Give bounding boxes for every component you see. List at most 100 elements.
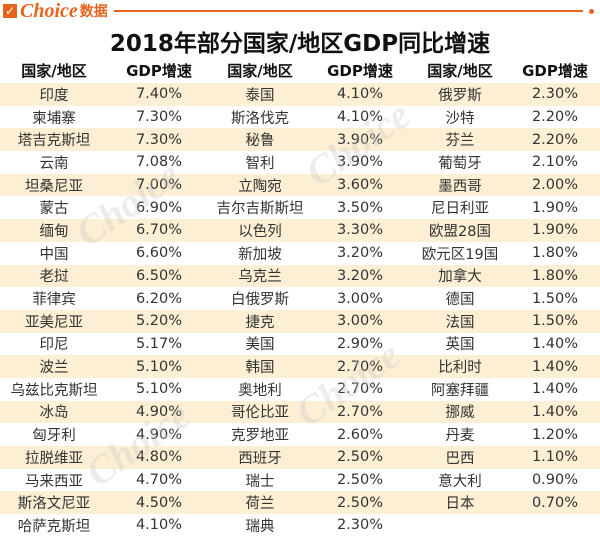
region-cell: 柬埔寨 bbox=[32, 110, 76, 127]
region-cell: 比利时 bbox=[410, 355, 510, 378]
gdp-growth-cell bbox=[510, 514, 600, 537]
region-cell: 挪威 bbox=[410, 400, 510, 424]
gdp-growth-cell: 2.70% bbox=[310, 400, 410, 424]
region-cell: 印尼 bbox=[39, 337, 69, 354]
table-row: 波兰 5.10% 韩国 2.70% 比利时 1.40% bbox=[0, 355, 600, 378]
gdp-growth-cell: 6.20% bbox=[135, 290, 183, 307]
gdp-growth-cell: 4.90% bbox=[135, 426, 183, 443]
region-cell: 秘鲁 bbox=[210, 128, 310, 152]
gdp-growth-cell: 3.50% bbox=[336, 199, 384, 216]
gdp-growth-cell: 2.20% bbox=[510, 128, 600, 152]
region-cell: 德国 bbox=[445, 292, 475, 309]
region-cell: 乌克兰 bbox=[210, 264, 310, 288]
region-cell: 智利 bbox=[245, 155, 275, 172]
gdp-growth-cell: 6.50% bbox=[108, 264, 210, 288]
region-cell: 马来西亚 bbox=[25, 473, 83, 490]
region-cell: 泰国 bbox=[210, 83, 310, 106]
gdp-growth-cell: 2.10% bbox=[531, 154, 579, 171]
gdp-table: 国家/地区 GDP增速 国家/地区 GDP增速 国家/地区 GDP增速 印度 7.40% 泰国… bbox=[0, 58, 600, 537]
gdp-growth-cell: 7.30% bbox=[108, 128, 210, 152]
region-cell: 芬兰 bbox=[410, 128, 510, 152]
header-row: 国家/地区 GDP增速 国家/地区 GDP增速 国家/地区 GDP增速 bbox=[0, 58, 600, 83]
region-cell: 吉尔吉斯斯坦 bbox=[216, 201, 304, 218]
gdp-growth-cell: 1.40% bbox=[531, 335, 579, 352]
table-row: 乌兹比克斯坦 5.10% 奥地利 2.70% 阿塞拜疆 1.40% bbox=[0, 378, 600, 401]
gdp-growth-cell: 1.50% bbox=[531, 290, 579, 307]
region-cell: 以色列 bbox=[210, 219, 310, 242]
gdp-growth-cell: 5.10% bbox=[135, 381, 183, 398]
gdp-growth-cell: 1.90% bbox=[531, 199, 579, 216]
region-cell: 丹麦 bbox=[445, 428, 475, 445]
region-cell: 波兰 bbox=[0, 355, 108, 378]
gdp-growth-cell: 0.70% bbox=[510, 491, 600, 515]
region-cell: 乌兹比克斯坦 bbox=[10, 382, 98, 399]
gdp-growth-cell: 6.60% bbox=[135, 245, 183, 262]
divider-dot bbox=[589, 8, 594, 14]
table-row: 马来西亚 4.70% 瑞士 2.50% 意大利 0.90% bbox=[0, 469, 600, 492]
gdp-growth-cell: 1.40% bbox=[531, 381, 579, 398]
gdp-growth-cell: 2.00% bbox=[510, 173, 600, 197]
region-cell: 墨西哥 bbox=[410, 173, 510, 197]
gdp-growth-cell: 1.40% bbox=[510, 400, 600, 424]
table-row: 拉脱维亚 4.80% 西班牙 2.50% 巴西 1.10% bbox=[0, 446, 600, 469]
gdp-growth-cell: 0.90% bbox=[531, 472, 579, 489]
region-cell: 哈萨克斯坦 bbox=[17, 518, 91, 535]
gdp-growth-cell: 3.20% bbox=[310, 264, 410, 288]
region-cell: 新加坡 bbox=[238, 246, 282, 263]
region-cell: 俄罗斯 bbox=[410, 83, 510, 106]
gdp-growth-cell: 1.40% bbox=[510, 355, 600, 378]
column-header-gdp-growth: GDP增速 bbox=[126, 62, 192, 80]
region-cell: 云南 bbox=[39, 155, 69, 172]
region-cell: 欧盟28国 bbox=[410, 219, 510, 242]
region-cell: 斯洛文尼亚 bbox=[0, 491, 108, 515]
region-cell: 匈牙利 bbox=[32, 428, 76, 445]
table-row: 匈牙利 4.90% 克罗地亚 2.60% 丹麦 1.20% bbox=[0, 423, 600, 446]
gdp-growth-cell: 4.10% bbox=[336, 109, 384, 126]
region-cell: 韩国 bbox=[210, 355, 310, 378]
region-cell: 塔吉克斯坦 bbox=[0, 128, 108, 152]
region-cell: 瑞典 bbox=[245, 518, 275, 535]
gdp-growth-cell: 3.20% bbox=[336, 245, 384, 262]
gdp-growth-cell: 1.80% bbox=[510, 264, 600, 288]
region-cell: 西班牙 bbox=[210, 446, 310, 469]
gdp-growth-cell: 2.50% bbox=[310, 491, 410, 515]
gdp-growth-cell: 2.70% bbox=[310, 355, 410, 378]
region-cell: 美国 bbox=[245, 337, 275, 354]
region-cell: 尼日利亚 bbox=[431, 201, 489, 218]
gdp-growth-cell: 1.80% bbox=[531, 245, 579, 262]
gdp-growth-cell: 2.50% bbox=[336, 472, 384, 489]
table-row: 亚美尼亚 5.20% 捷克 3.00% 法国 1.50% bbox=[0, 309, 600, 333]
gdp-growth-cell: 3.90% bbox=[336, 154, 384, 171]
gdp-growth-cell: 4.10% bbox=[310, 83, 410, 106]
logo-brand: Choice bbox=[20, 0, 78, 22]
region-cell: 立陶宛 bbox=[210, 173, 310, 197]
region-cell: 葡萄牙 bbox=[438, 155, 482, 172]
region-cell: 斯洛伐克 bbox=[231, 110, 289, 127]
table-row: 坦桑尼亚 7.00% 立陶宛 3.60% 墨西哥 2.00% bbox=[0, 173, 600, 197]
region-cell: 印度 bbox=[0, 83, 108, 106]
gdp-growth-cell: 6.70% bbox=[108, 219, 210, 242]
region-cell: 意大利 bbox=[438, 473, 482, 490]
table-row: 蒙古 6.90% 吉尔吉斯斯坦 3.50% 尼日利亚 1.90% bbox=[0, 196, 600, 219]
region-cell: 荷兰 bbox=[210, 491, 310, 515]
region-cell: 蒙古 bbox=[39, 201, 69, 218]
region-cell: 冰岛 bbox=[0, 400, 108, 424]
gdp-growth-cell: 1.10% bbox=[510, 446, 600, 469]
column-header-region: 国家/地区 bbox=[227, 62, 293, 80]
region-cell: 奥地利 bbox=[238, 382, 282, 399]
gdp-growth-cell: 3.30% bbox=[310, 219, 410, 242]
region-cell bbox=[410, 514, 510, 537]
region-cell: 加拿大 bbox=[410, 264, 510, 288]
divider-line bbox=[113, 10, 583, 12]
gdp-growth-cell: 2.60% bbox=[336, 426, 384, 443]
table-row: 中国 6.60% 新加坡 3.20% 欧元区19国 1.80% bbox=[0, 242, 600, 265]
region-cell: 亚美尼亚 bbox=[0, 309, 108, 333]
gdp-growth-cell: 5.10% bbox=[108, 355, 210, 378]
table-row: 老挝 6.50% 乌克兰 3.20% 加拿大 1.80% bbox=[0, 264, 600, 288]
region-cell: 拉脱维亚 bbox=[0, 446, 108, 469]
table-row: 菲律宾 6.20% 白俄罗斯 3.00% 德国 1.50% bbox=[0, 287, 600, 310]
region-cell: 坦桑尼亚 bbox=[0, 173, 108, 197]
gdp-growth-cell: 2.30% bbox=[336, 517, 384, 534]
region-cell: 老挝 bbox=[0, 264, 108, 288]
region-cell: 瑞士 bbox=[245, 473, 275, 490]
